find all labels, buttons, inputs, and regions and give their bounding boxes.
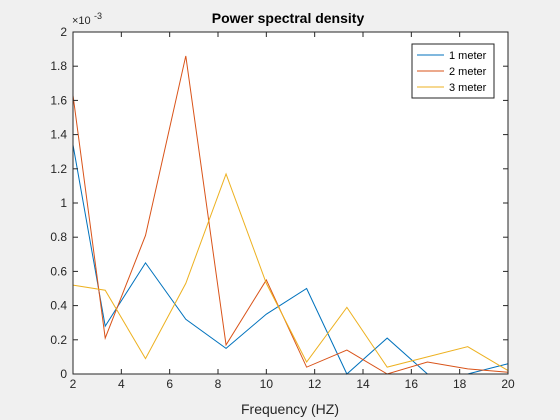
x-tick-label: 14 [356, 377, 370, 391]
y-tick-label: 1.6 [50, 93, 67, 107]
y-tick-label: 1.2 [50, 162, 67, 176]
x-tick-label: 2 [70, 377, 77, 391]
legend-label-2: 2 meter [449, 66, 487, 78]
y-tick-label: 0 [60, 367, 67, 381]
x-axis-label: Frequency (HZ) [241, 401, 339, 417]
x-tick-label: 10 [260, 377, 274, 391]
x-tick-label: 4 [118, 377, 125, 391]
tick-layer [72, 31, 509, 375]
y-tick-label: 2 [60, 25, 67, 39]
y-tick-label: 1.8 [50, 59, 67, 73]
y-tick-label: 1.4 [50, 128, 67, 142]
legend-label-3: 3 meter [449, 82, 487, 94]
x-tick-label: 20 [501, 377, 515, 391]
x-tick-label: 18 [453, 377, 467, 391]
legend-box [411, 43, 495, 99]
x-tick-label: 8 [215, 377, 222, 391]
y-tick-label: 0.2 [50, 333, 67, 347]
y-tick-label: 0.4 [50, 299, 67, 313]
x-tick-label: 12 [308, 377, 322, 391]
legend: 1 meter 2 meter 3 meter [411, 43, 495, 99]
x-tick-label: 16 [405, 377, 419, 391]
y-tick-label: 0.6 [50, 264, 67, 278]
y-exponent-base: ×10 [72, 15, 91, 27]
label-layer: 2 4 6 8 10 12 14 16 18 20 0 0.2 0.4 0.6 0.8 1 1.2 1.4 1.6 1… [50, 25, 515, 391]
x-tick-label: 6 [166, 377, 173, 391]
y-tick-label: 1 [60, 196, 67, 210]
y-tick-label: 0.8 [50, 230, 67, 244]
chart-title: Power spectral density [212, 10, 365, 26]
legend-label-1: 1 meter [449, 50, 487, 62]
series-line-3 [72, 172, 509, 372]
y-exponent: ×10 -3 [72, 11, 102, 27]
y-exponent-power: -3 [94, 11, 102, 21]
